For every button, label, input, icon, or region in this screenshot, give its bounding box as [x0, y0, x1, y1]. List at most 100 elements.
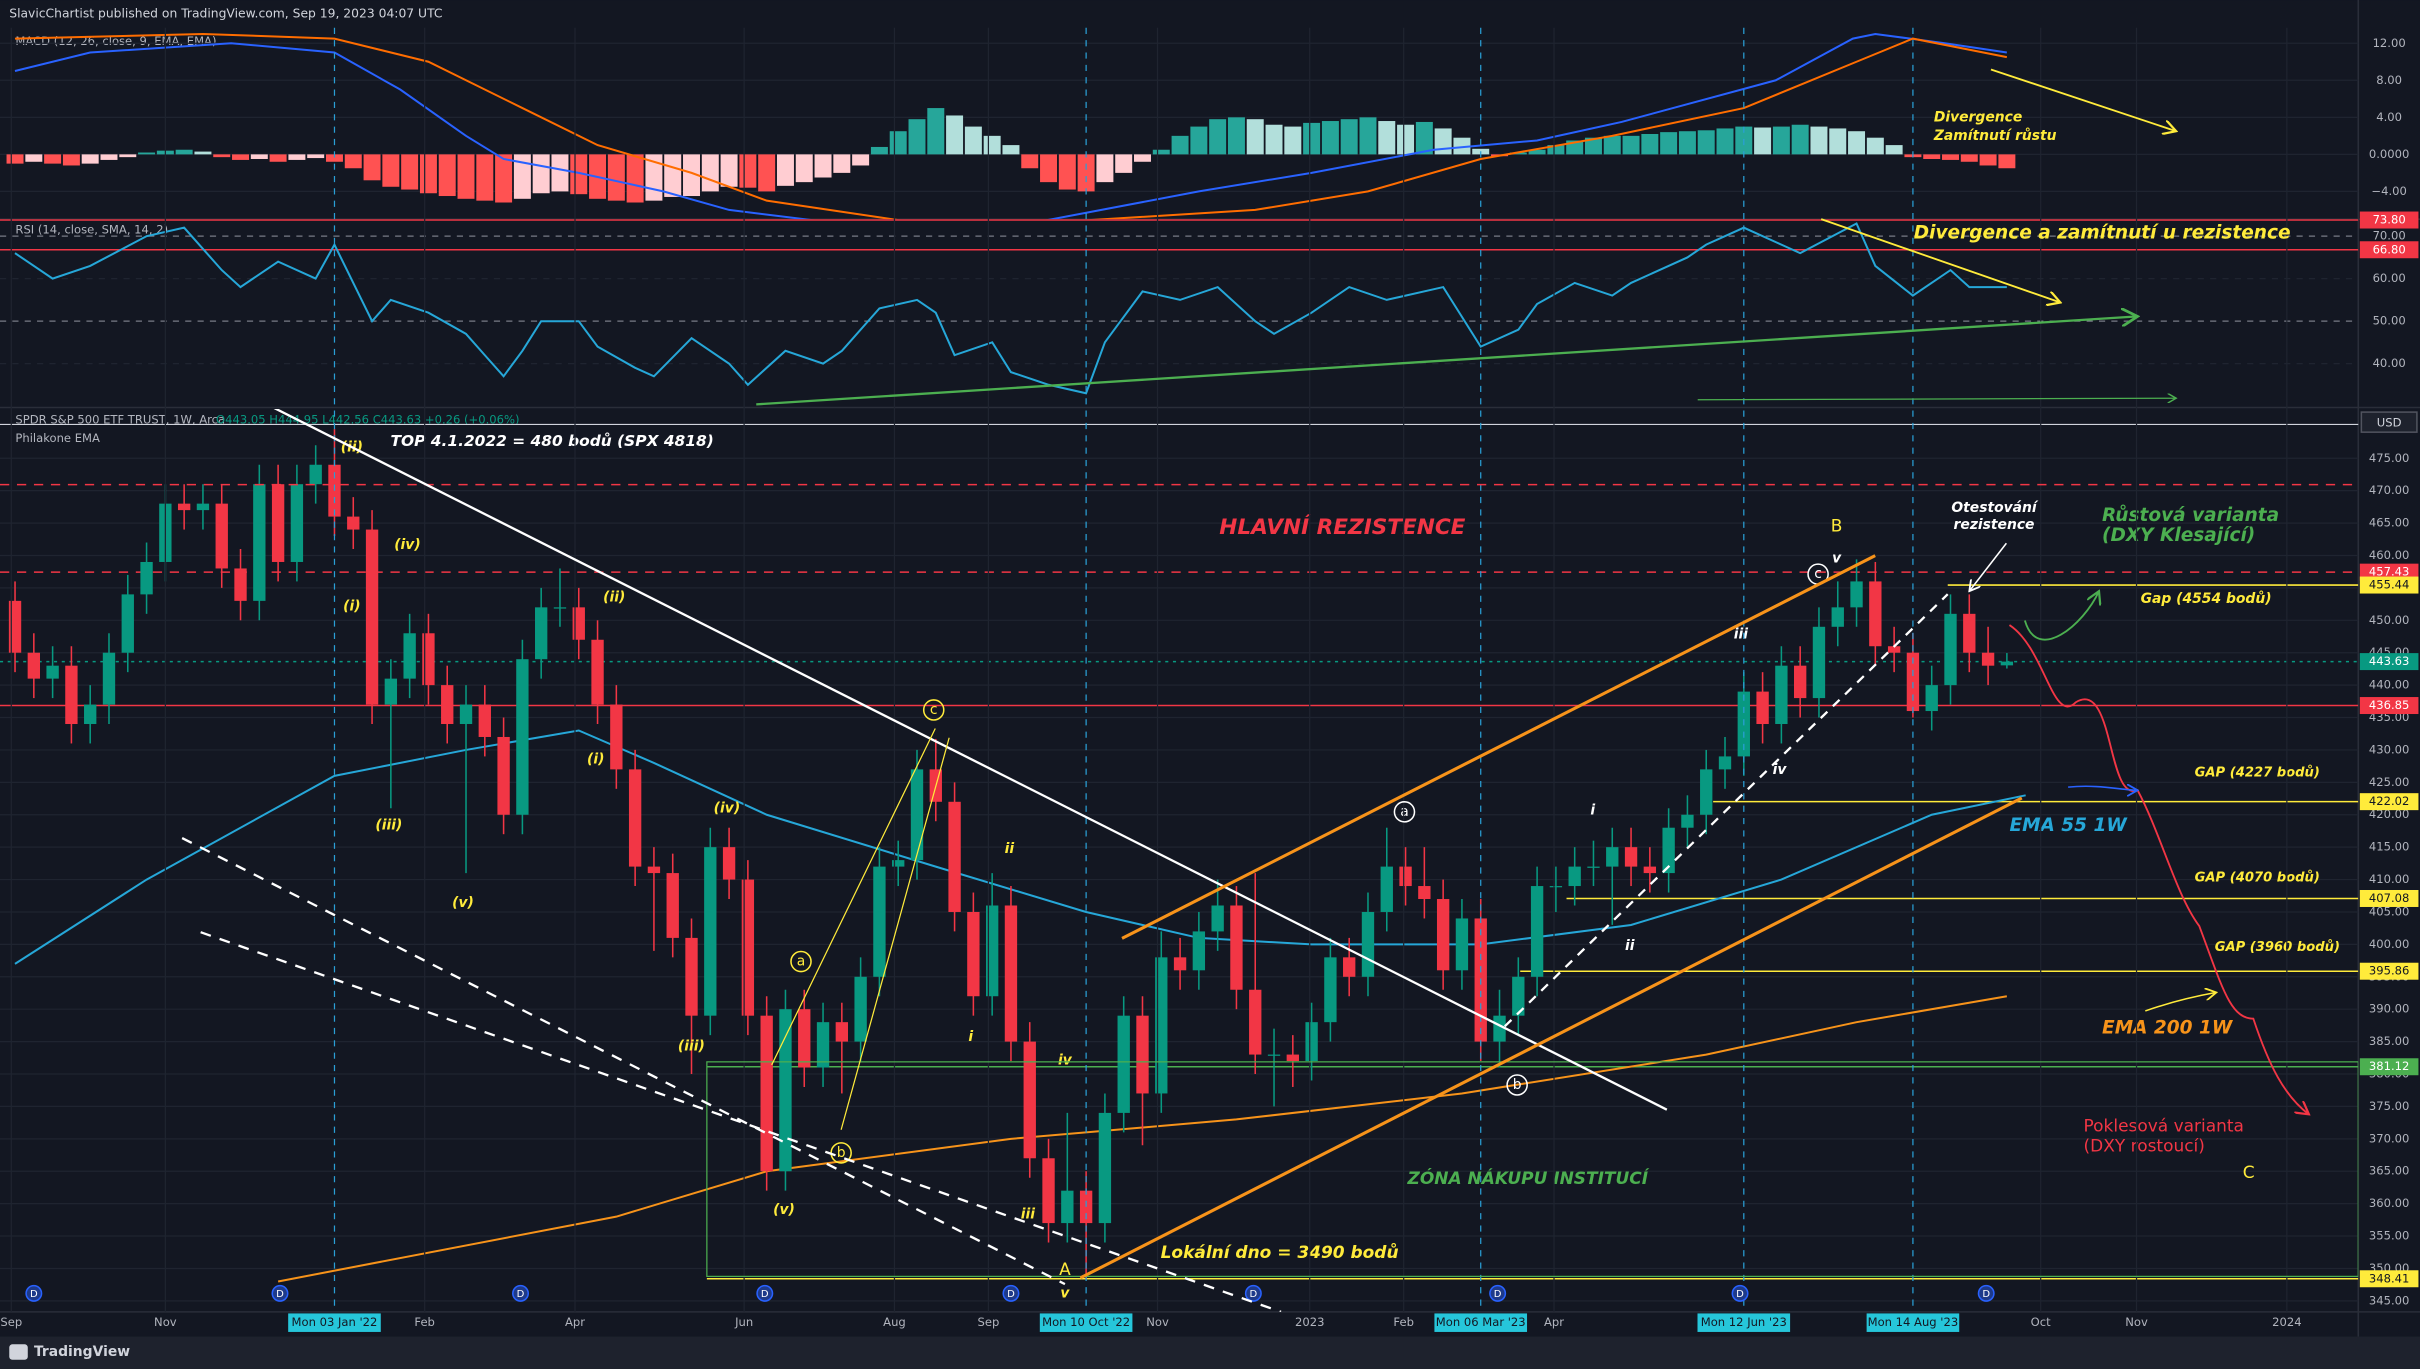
- price-level-label: 443.63: [2369, 654, 2409, 668]
- x-tick-label: Mon 10 Oct '22: [1042, 1315, 1130, 1329]
- y-tick-label: 12.00: [2373, 36, 2406, 50]
- candle-body: [1944, 613, 1957, 686]
- annotation: TOP 4.1.2022 = 480 bodů (SPX 4818): [390, 432, 713, 450]
- candle-body: [516, 659, 529, 815]
- y-tick-label: 430.00: [2369, 742, 2409, 756]
- candle-body: [478, 704, 491, 737]
- rsi-level-box: [2359, 211, 2419, 229]
- candle-body: [365, 529, 379, 705]
- y-tick-label: 420.00: [2369, 807, 2409, 821]
- price-level-box: [2359, 563, 2419, 581]
- candle-body: [591, 639, 604, 705]
- candle-body: [1267, 1054, 1281, 1056]
- candle-body: [1530, 886, 1544, 977]
- candle-body: [234, 568, 247, 601]
- annotation: i: [1590, 802, 1595, 818]
- histogram-bar: [1058, 154, 1076, 190]
- histogram-bar: [269, 154, 287, 162]
- candle-body: [1756, 691, 1769, 725]
- candle-body: [1831, 607, 1844, 627]
- candle-body: [948, 801, 961, 912]
- histogram-bar: [476, 154, 494, 201]
- histogram-bar: [1378, 121, 1396, 155]
- y-tick-label: 50.00: [2373, 314, 2406, 328]
- histogram-bar: [1040, 154, 1058, 183]
- annotation: GAP (3960 bodů): [2215, 940, 2340, 955]
- x-tick-label: Nov: [1146, 1315, 1169, 1329]
- histogram-bar: [946, 115, 964, 155]
- price-level-box: [2359, 1058, 2419, 1076]
- histogram-bar: [1528, 149, 1546, 155]
- candle-body: [1361, 911, 1375, 977]
- candle-body: [1493, 1015, 1506, 1042]
- candle-body: [1887, 646, 1901, 653]
- candle-body: [816, 1022, 830, 1068]
- annotation: (DXY rostoucí): [2084, 1137, 2205, 1157]
- candle-body: [1925, 685, 1938, 712]
- histogram-bar: [438, 154, 456, 197]
- candle-body: [1718, 756, 1732, 770]
- candle-body: [1098, 1112, 1112, 1224]
- candle-body: [2000, 661, 2014, 666]
- pane: TOP 4.1.2022 = 480 bodů (SPX 4818) HLAVNÍ…: [0, 429, 2359, 1302]
- price-level-label: 381.12: [2369, 1059, 2409, 1073]
- histogram-bar: [1848, 131, 1866, 155]
- price-level-label: 395.86: [2369, 964, 2409, 978]
- wave-circle: [1506, 1074, 1528, 1096]
- annotation: Divergence a zamítnutí u rezistence: [1914, 223, 2291, 244]
- candle-body: [1624, 847, 1638, 867]
- annotation: c: [1814, 566, 1822, 582]
- histogram-bar: [1284, 126, 1302, 155]
- histogram-bar: [495, 154, 513, 203]
- y-tick-label: 400.00: [2369, 937, 2409, 951]
- dividend-marker: [1244, 1284, 1262, 1302]
- pane: [0, 32, 2359, 220]
- annotation: Lokální dno = 3490 bodů: [1161, 1242, 1399, 1263]
- annotation: iii: [1734, 626, 1749, 642]
- candle-body: [610, 704, 623, 770]
- histogram-bar: [363, 154, 381, 181]
- annotation: b: [1513, 1077, 1522, 1093]
- y-tick-label: 415.00: [2369, 840, 2409, 854]
- histogram-bar: [1152, 149, 1170, 155]
- annotation: (v): [773, 1202, 795, 1218]
- x-tick-label: Feb: [414, 1315, 434, 1329]
- histogram-bar: [1246, 119, 1264, 155]
- histogram-bar: [250, 154, 268, 159]
- histogram-bar: [1810, 126, 1828, 155]
- annotation: B: [1831, 516, 1843, 536]
- candle-body: [1906, 652, 1920, 712]
- histogram-bar: [344, 154, 362, 169]
- histogram-bar: [983, 135, 1001, 155]
- histogram-bar: [382, 154, 400, 187]
- candle-body: [422, 633, 435, 686]
- dividend-marker: [25, 1284, 43, 1302]
- histogram-bar: [1622, 135, 1640, 155]
- histogram-bar: [1942, 154, 1959, 160]
- candle-body: [1512, 976, 1525, 1016]
- histogram-bar: [1509, 152, 1527, 155]
- candle-body: [1662, 827, 1675, 874]
- annotation: Růstová varianta: [2102, 503, 2279, 526]
- candle-body: [1606, 847, 1619, 867]
- candle-body: [1963, 613, 1976, 653]
- histogram-bar: [1641, 133, 1659, 155]
- dividend-label: D: [517, 1289, 525, 1300]
- y-tick-label: 470.00: [2369, 483, 2409, 497]
- histogram-bar: [1021, 154, 1039, 169]
- dividend-label: D: [1249, 1289, 1257, 1300]
- histogram-bar: [758, 154, 776, 192]
- candle-body: [1399, 866, 1412, 887]
- dividend-label: D: [1007, 1289, 1015, 1300]
- annotation: v: [1060, 1285, 1070, 1301]
- histogram-bar: [81, 154, 99, 164]
- price-level-box: [2359, 697, 2419, 715]
- y-tick-label: 8.00: [2376, 73, 2402, 87]
- histogram-bar: [1697, 130, 1715, 155]
- histogram-bar: [551, 154, 569, 192]
- candle-body: [441, 685, 454, 725]
- x-tick-label: Mon 06 Mar '23: [1436, 1315, 1526, 1329]
- annotation: a: [797, 954, 806, 970]
- y-tick-label: 4.00: [2376, 110, 2402, 124]
- candle-body: [1643, 866, 1657, 874]
